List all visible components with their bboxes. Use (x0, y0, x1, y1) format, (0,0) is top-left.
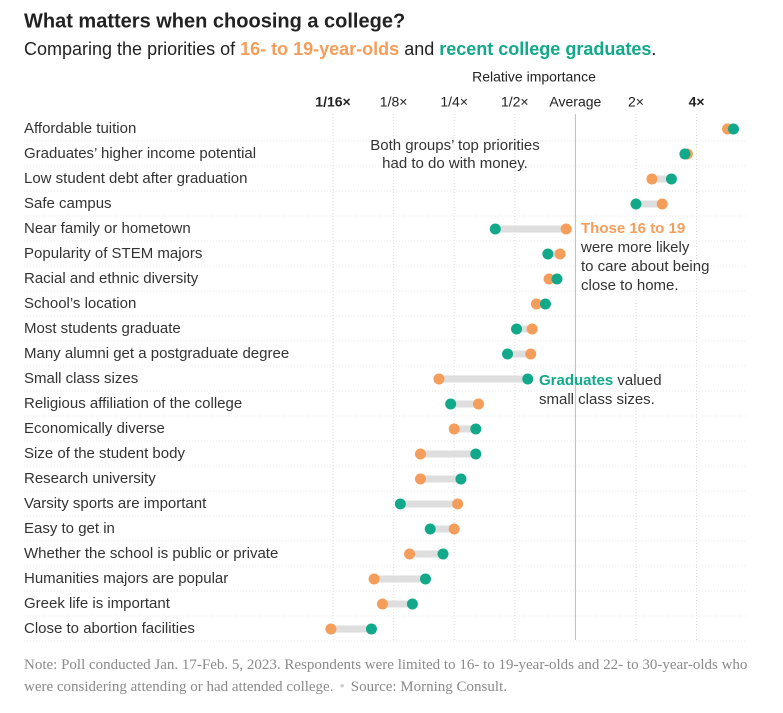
dot (437, 548, 449, 560)
dot (445, 398, 457, 410)
dot (448, 523, 460, 535)
row-label: Humanities majors are popular (24, 570, 228, 587)
dot (542, 248, 554, 260)
annotation: Both groups’ top priorities (370, 137, 540, 154)
annotation: had to do with money. (382, 155, 528, 172)
dot (394, 498, 406, 510)
dot (470, 448, 482, 460)
dot (539, 298, 551, 310)
dot (424, 523, 436, 535)
separator: • (339, 679, 345, 695)
dot (551, 273, 563, 285)
x-tick-label: 4× (689, 94, 705, 110)
dot (522, 373, 534, 385)
dot (525, 348, 537, 360)
row-label: Racial and ethnic diversity (24, 270, 199, 287)
x-tick-label: 2× (628, 94, 644, 110)
annotation-text: valued (617, 372, 661, 389)
dot (406, 598, 418, 610)
chart: What matters when choosing a college? Co… (24, 10, 746, 642)
footnote: Note: Poll conducted Jan. 17-Feb. 5, 202… (24, 654, 764, 698)
row-label: Near family or hometown (24, 220, 191, 237)
dot (472, 398, 484, 410)
dot (470, 423, 482, 435)
row-label: Greek life is important (24, 595, 171, 612)
annotation: close to home. (581, 277, 679, 294)
annotation-lead: Graduates (539, 372, 613, 389)
marks (325, 123, 739, 635)
row-label: Varsity sports are important (24, 495, 207, 512)
subtitle-text: . (651, 39, 656, 59)
dot (368, 573, 380, 585)
row-label: Size of the student body (24, 445, 185, 462)
row-label: Small class sizes (24, 370, 138, 387)
row-label: Easy to get in (24, 520, 115, 537)
subtitle-text: and (404, 39, 434, 59)
x-tick-label: 1/8× (380, 94, 408, 110)
dot (554, 248, 566, 260)
dot (560, 223, 572, 235)
dot (727, 123, 739, 135)
annotation-lead: Those 16 to 19 (581, 220, 685, 237)
row-label: Many alumni get a postgraduate degree (24, 345, 289, 362)
row-label: Safe campus (24, 195, 112, 212)
dot (630, 198, 642, 210)
dot (665, 173, 677, 185)
row-label: Whether the school is public or private (24, 545, 278, 562)
dot (433, 373, 445, 385)
dot (511, 323, 523, 335)
row-label: Affordable tuition (24, 120, 136, 137)
dot (455, 473, 467, 485)
dot (530, 298, 542, 310)
dot (526, 323, 538, 335)
dot (656, 198, 668, 210)
row-label: School’s location (24, 295, 136, 312)
dot (325, 623, 337, 635)
chart-subtitle: Comparing the priorities of 16- to 19-ye… (24, 39, 656, 59)
dot (502, 348, 514, 360)
x-tick-label: 1/16× (315, 94, 350, 110)
legend-entry: 16- to 19-year-olds (240, 39, 399, 59)
dot (448, 423, 460, 435)
dot (376, 598, 388, 610)
source: Source: Morning Consult. (350, 679, 507, 695)
dot (543, 273, 555, 285)
row-label: Popularity of STEM majors (24, 245, 202, 262)
annotation: to care about being (581, 258, 709, 275)
dot (646, 173, 658, 185)
dot (419, 573, 431, 585)
dot (404, 548, 416, 560)
note: Note: Poll conducted Jan. 17-Feb. 5, 202… (24, 657, 748, 695)
annotation: were more likely (580, 239, 690, 256)
legend-entry: recent college graduates (439, 39, 651, 59)
annotation: small class sizes. (539, 391, 655, 408)
dot (452, 498, 464, 510)
x-tick-label: 1/4× (440, 94, 468, 110)
dot (414, 448, 426, 460)
annotation: Graduates valued (539, 372, 662, 389)
x-tick-label: 1/2× (501, 94, 529, 110)
row-label: Low student debt after graduation (24, 170, 248, 187)
dot (489, 223, 501, 235)
row-label: Most students graduate (24, 320, 181, 337)
chart-title: What matters when choosing a college? (24, 10, 405, 32)
x-axis-label: Relative importance (472, 69, 596, 85)
rows: Affordable tuition Graduates’ higher inco… (24, 120, 746, 642)
x-tick-label: Average (549, 94, 601, 110)
row-label: Graduates’ higher income potential (24, 145, 256, 162)
row-label: Research university (24, 470, 156, 487)
row-label: Economically diverse (24, 420, 165, 437)
dot (414, 473, 426, 485)
dot (365, 623, 377, 635)
subtitle-text: Comparing the priorities of (24, 39, 236, 59)
row-label: Religious affiliation of the college (24, 395, 242, 412)
dot (679, 148, 691, 160)
row-label: Close to abortion facilities (24, 620, 195, 637)
